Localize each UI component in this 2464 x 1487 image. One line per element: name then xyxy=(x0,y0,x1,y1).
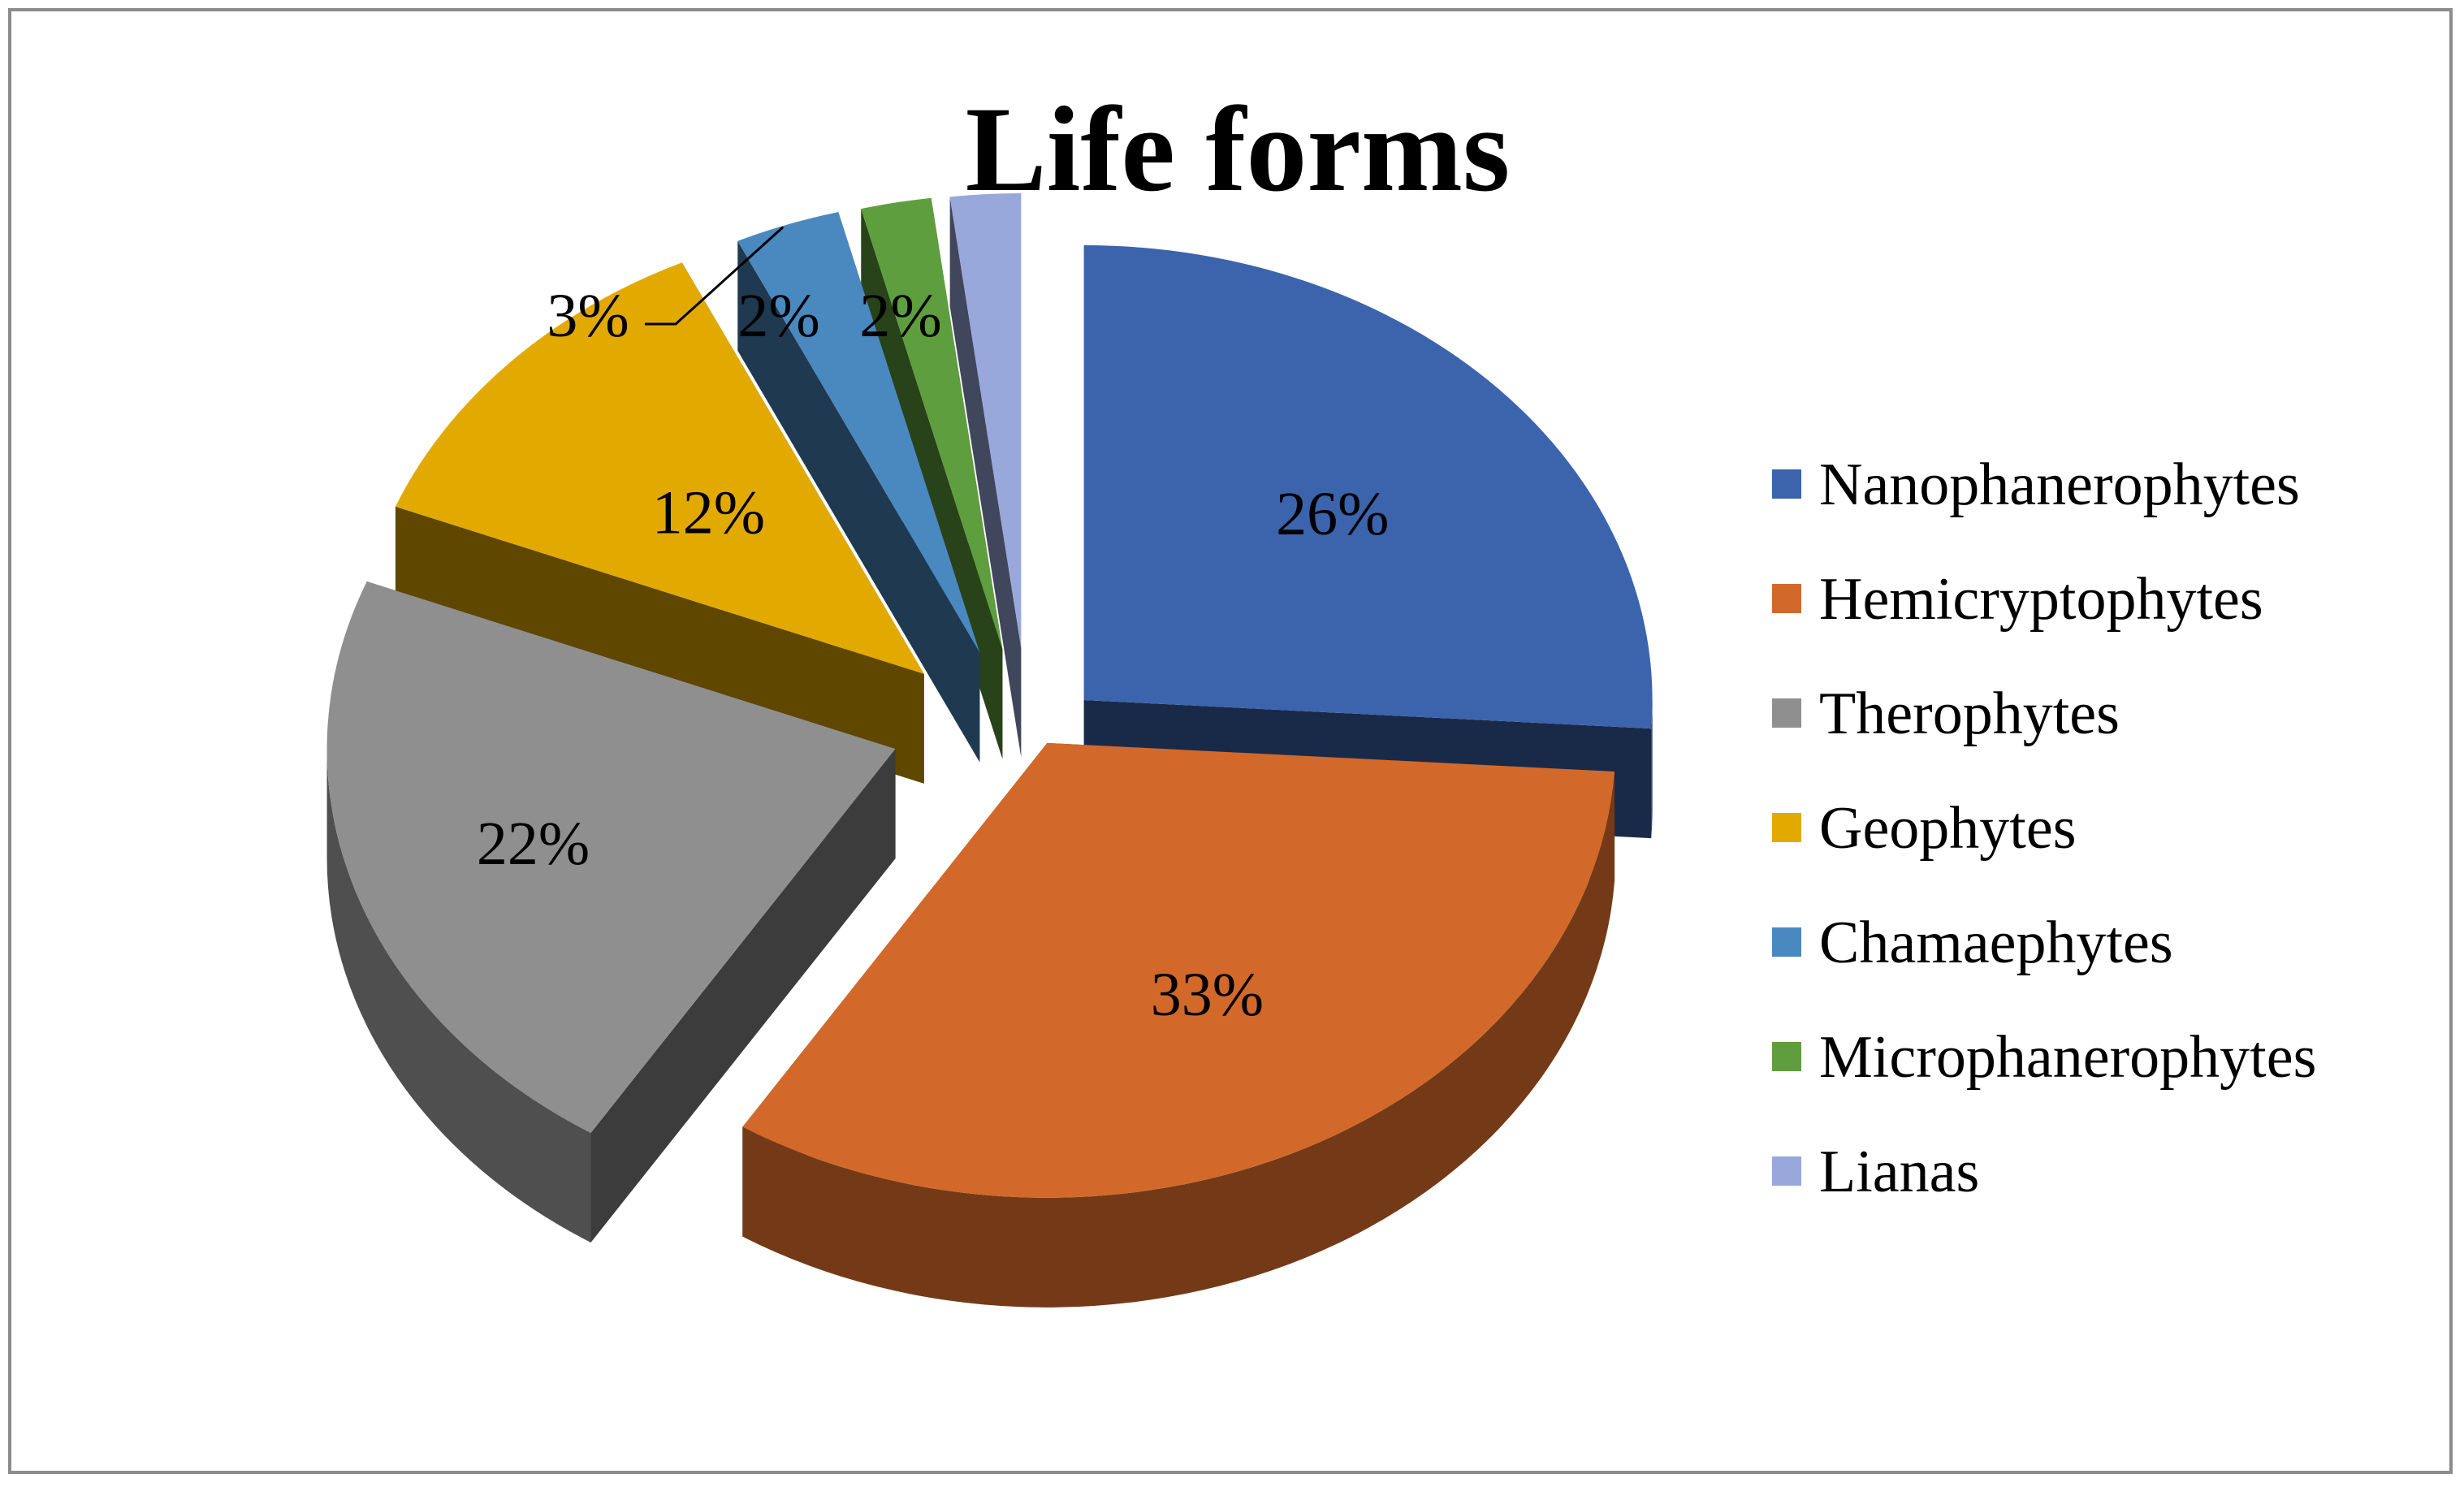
slice-side-chamaephytes xyxy=(737,240,980,763)
chart-frame: Life forms 26% 33% 22% 12% 3% 2% 2% Nanophaner… xyxy=(8,8,2453,1474)
legend-label-geophytes: Geophytes xyxy=(1819,795,2077,862)
data-label-chamaephytes: 3% xyxy=(547,282,629,350)
legend-swatch-therophytes xyxy=(1772,698,1801,728)
legend-swatch-nanophanerophytes xyxy=(1772,469,1801,499)
legend-label-microphanerophytes: Microphanerophytes xyxy=(1819,1024,2316,1091)
slice-chamaephytes xyxy=(737,212,980,653)
slice-side-hemicryptophytes xyxy=(742,772,1615,1308)
life-forms-pie-chart: Life forms 26% 33% 22% 12% 3% 2% 2% Nanophaner… xyxy=(326,82,2316,1308)
legend-swatch-lianas xyxy=(1772,1156,1801,1186)
slice-side-geophytes xyxy=(395,506,924,784)
legend-label-hemicryptophytes: Hemicryptophytes xyxy=(1819,566,2263,633)
data-label-microphanerophytes: 2% xyxy=(737,282,819,350)
data-label-nanophanerophytes: 26% xyxy=(1276,480,1389,548)
slice-microphanerophytes xyxy=(861,197,1003,650)
pie-group xyxy=(326,192,1653,1308)
slice-therophytes xyxy=(326,581,896,1133)
slice-nanophanerophytes xyxy=(1083,244,1653,729)
slice-side-therophytes xyxy=(590,749,896,1243)
data-label-therophytes: 22% xyxy=(477,810,590,878)
slice-lianas xyxy=(949,192,1022,648)
legend-label-nanophanerophytes: Nanophanerophytes xyxy=(1819,452,2300,518)
legend: Nanophanerophytes Hemicryptophytes Theroph… xyxy=(1772,452,2316,1205)
slice-side-nanophanerophytes xyxy=(1651,699,1653,839)
chart-title: Life forms xyxy=(966,82,1511,217)
data-label-lianas: 2% xyxy=(859,282,941,350)
slice-side-lianas xyxy=(949,197,1022,758)
leader-line-chamaephytes xyxy=(645,226,785,326)
slice-geophytes xyxy=(395,262,924,674)
labels-group: 26% 33% 22% 12% 3% 2% 2% xyxy=(477,226,1389,1029)
data-label-geophytes: 12% xyxy=(652,479,765,547)
data-label-hemicryptophytes: 33% xyxy=(1151,961,1264,1029)
legend-label-lianas: Lianas xyxy=(1819,1139,1979,1205)
legend-label-chamaephytes: Chamaephytes xyxy=(1819,910,2173,976)
legend-swatch-microphanerophytes xyxy=(1772,1042,1801,1071)
legend-swatch-geophytes xyxy=(1772,813,1801,842)
legend-swatch-hemicryptophytes xyxy=(1772,584,1801,613)
legend-label-therophytes: Therophytes xyxy=(1819,681,2120,747)
slice-hemicryptophytes xyxy=(742,742,1615,1198)
legend-swatch-chamaephytes xyxy=(1772,927,1801,957)
slice-side-therophytes xyxy=(326,749,591,1243)
